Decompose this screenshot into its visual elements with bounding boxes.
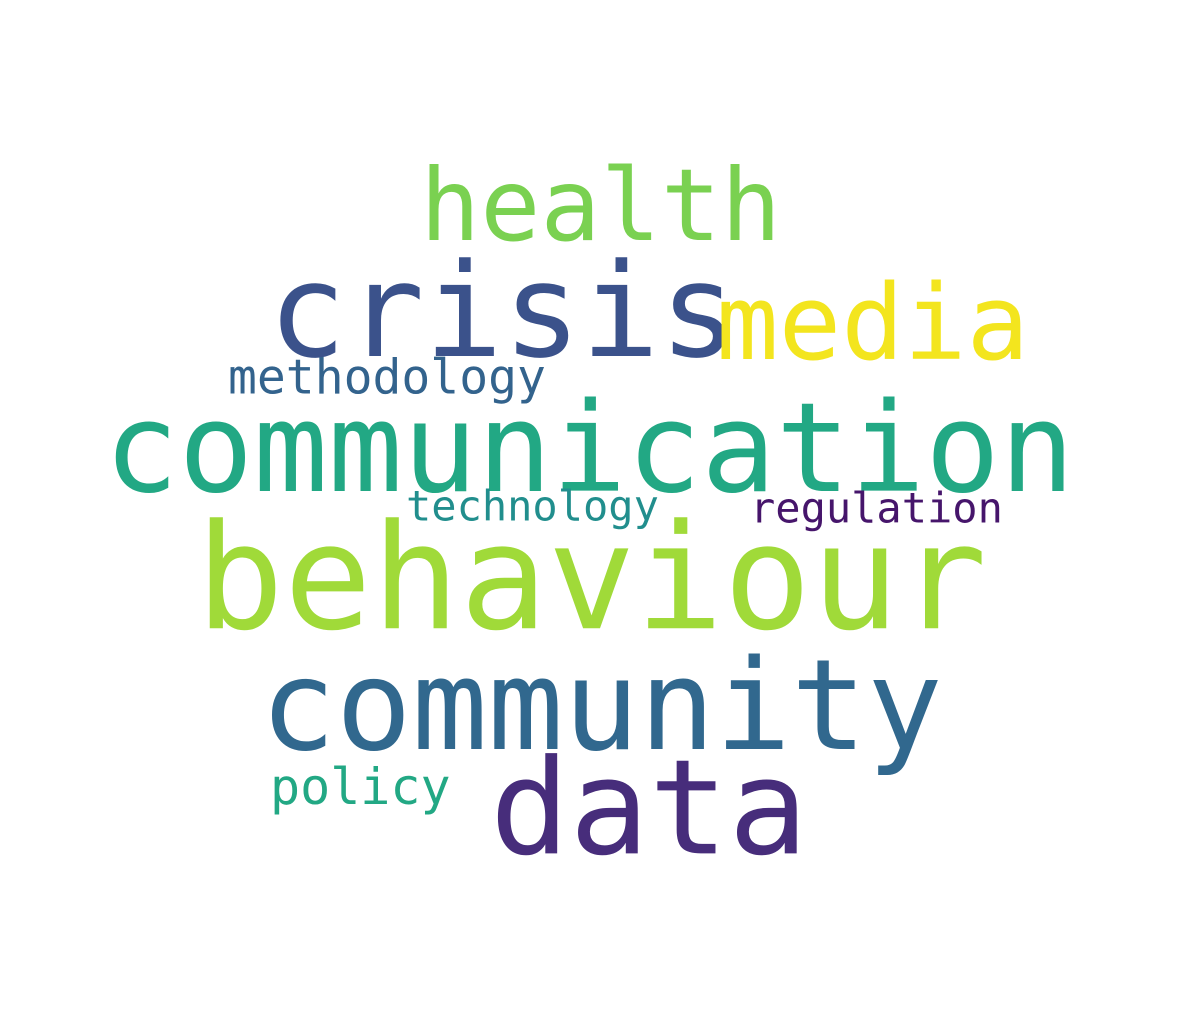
word-regulation: regulation bbox=[750, 483, 1003, 533]
word-methodology: methodology bbox=[228, 349, 546, 406]
word-communication: communication bbox=[104, 376, 1075, 521]
word-media: media bbox=[716, 261, 1030, 384]
word-behaviour: behaviour bbox=[196, 493, 988, 664]
word-data: data bbox=[490, 731, 808, 886]
word-community: community bbox=[260, 632, 943, 780]
word-health: health bbox=[420, 147, 782, 264]
word-crisis: crisis bbox=[268, 235, 738, 387]
word-technology: technology bbox=[406, 481, 659, 531]
word-policy: policy bbox=[270, 758, 451, 816]
